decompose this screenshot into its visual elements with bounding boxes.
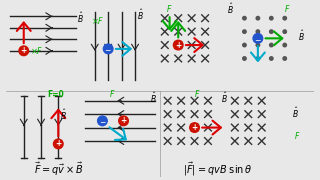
Text: $\times$: $\times$ — [91, 17, 99, 26]
Circle shape — [98, 116, 107, 126]
Circle shape — [103, 44, 113, 54]
Text: F: F — [37, 47, 42, 56]
Circle shape — [269, 57, 273, 60]
Text: +: + — [191, 123, 198, 132]
Text: $\hat{B}$: $\hat{B}$ — [298, 29, 305, 43]
Text: +: + — [20, 46, 27, 55]
Circle shape — [253, 33, 263, 43]
Text: $\hat{B}$: $\hat{B}$ — [60, 107, 67, 122]
Text: $|\vec{F}| = qvB\ \sin\theta$: $|\vec{F}| = qvB\ \sin\theta$ — [183, 161, 252, 179]
Circle shape — [283, 43, 286, 47]
Text: F: F — [195, 90, 199, 99]
Text: F: F — [294, 132, 299, 141]
Circle shape — [256, 16, 260, 20]
Circle shape — [256, 57, 260, 60]
Text: $-$: $-$ — [99, 116, 106, 125]
Text: F: F — [167, 5, 171, 14]
Circle shape — [119, 116, 128, 126]
Text: $\hat{B}$: $\hat{B}$ — [137, 7, 144, 22]
Circle shape — [269, 43, 273, 47]
Circle shape — [53, 139, 63, 149]
Circle shape — [256, 30, 260, 33]
Text: $-$: $-$ — [254, 34, 262, 43]
Text: $\hat{B}$: $\hat{B}$ — [150, 90, 157, 105]
Text: $\hat{B}$: $\hat{B}$ — [292, 105, 299, 120]
Circle shape — [256, 43, 260, 47]
Text: $\times$: $\times$ — [30, 47, 38, 57]
Circle shape — [283, 30, 286, 33]
Text: F: F — [285, 5, 289, 14]
Text: $\hat{B}$: $\hat{B}$ — [76, 11, 83, 25]
Circle shape — [243, 16, 246, 20]
Circle shape — [190, 123, 199, 132]
Circle shape — [243, 57, 246, 60]
Text: F: F — [98, 17, 102, 26]
Circle shape — [283, 57, 286, 60]
Circle shape — [283, 16, 286, 20]
Circle shape — [173, 40, 183, 50]
Text: +: + — [175, 40, 181, 50]
Text: $\vec{F} = q\vec{v} \times \vec{B}$: $\vec{F} = q\vec{v} \times \vec{B}$ — [35, 161, 84, 179]
Circle shape — [19, 46, 28, 56]
Text: F: F — [110, 90, 115, 99]
Text: $-$: $-$ — [104, 44, 112, 53]
Text: F=0: F=0 — [47, 90, 64, 99]
Circle shape — [269, 30, 273, 33]
Circle shape — [243, 30, 246, 33]
Text: +: + — [55, 139, 61, 148]
Text: +: + — [120, 116, 127, 125]
Circle shape — [243, 43, 246, 47]
Circle shape — [269, 16, 273, 20]
Text: $\hat{B}$: $\hat{B}$ — [221, 90, 228, 105]
Text: $\hat{B}$: $\hat{B}$ — [227, 2, 234, 16]
